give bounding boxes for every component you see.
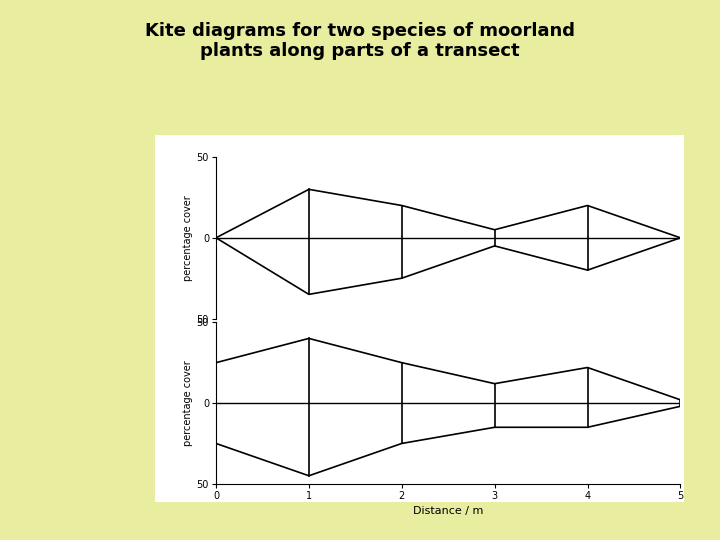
- Y-axis label: percentage cover: percentage cover: [182, 360, 192, 446]
- Y-axis label: percentage cover: percentage cover: [182, 195, 192, 281]
- Text: Kite diagrams for two species of moorland
plants along parts of a transect: Kite diagrams for two species of moorlan…: [145, 22, 575, 60]
- X-axis label: Distance / m: Distance / m: [413, 507, 483, 516]
